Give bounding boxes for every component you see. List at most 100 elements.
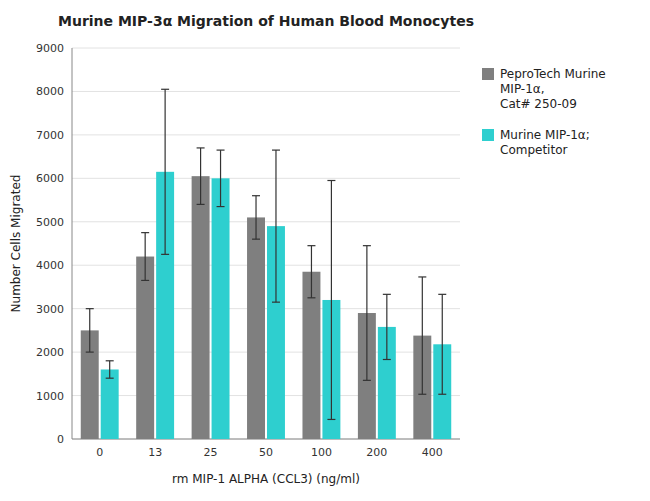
error-cap — [86, 352, 94, 353]
error-stem — [165, 89, 166, 254]
error-cap — [161, 254, 169, 255]
y-tick-label: 5000 — [36, 216, 64, 229]
error-cap — [383, 294, 391, 295]
error-cap — [217, 206, 225, 207]
error-cap — [438, 394, 446, 395]
grid-line — [72, 178, 460, 179]
y-tick-label: 6000 — [36, 172, 64, 185]
y-ticks: 0 1000 2000 3000 4000 5000 6000 7000 8000 9000 — [36, 42, 64, 446]
y-axis — [72, 48, 73, 439]
error-stem — [386, 294, 387, 359]
error-cap — [217, 149, 225, 150]
error-cap — [418, 394, 426, 395]
y-tick-label: 9000 — [36, 42, 64, 55]
grid — [72, 48, 460, 439]
marks — [81, 89, 451, 439]
error-bar — [161, 89, 169, 254]
error-cap — [252, 195, 260, 196]
bar — [247, 217, 265, 439]
x-tick-label: 50 — [259, 446, 273, 459]
bar — [212, 178, 230, 439]
error-stem — [145, 233, 146, 281]
error-bar — [252, 196, 260, 239]
error-bar — [307, 246, 315, 298]
legend-label-line: Cat# 250-09 — [500, 97, 577, 111]
bar — [192, 176, 210, 439]
legend-label-line: PeproTech Murine — [500, 67, 606, 81]
chart: 0 1000 2000 3000 4000 5000 6000 7000 8000 9000 0 13… — [0, 0, 650, 501]
error-bar — [418, 277, 426, 394]
x-tick-label: 13 — [148, 446, 162, 459]
error-stem — [220, 150, 221, 206]
bar — [136, 257, 154, 439]
bar — [101, 369, 119, 439]
error-stem — [255, 196, 256, 239]
error-cap — [307, 297, 315, 298]
legend-swatch — [482, 68, 494, 80]
error-stem — [331, 181, 332, 420]
error-bar — [272, 150, 280, 302]
error-cap — [363, 245, 371, 246]
error-cap — [141, 232, 149, 233]
error-cap — [106, 360, 114, 361]
title: Murine MIP-3α Migration of Human Blood M… — [58, 13, 474, 29]
error-stem — [89, 309, 90, 352]
error-cap — [383, 359, 391, 360]
error-cap — [86, 308, 94, 309]
error-cap — [252, 239, 260, 240]
error-stem — [200, 148, 201, 204]
y-tick-label: 8000 — [36, 85, 64, 98]
grid-line — [72, 221, 460, 222]
x-tick-label: 25 — [204, 446, 218, 459]
legend-label-line: MIP-1α, — [500, 82, 545, 96]
x-axis — [72, 439, 460, 440]
grid-line — [72, 48, 460, 49]
error-cap — [272, 302, 280, 303]
series — [101, 89, 452, 439]
error-bar — [106, 361, 114, 378]
error-stem — [422, 277, 423, 394]
legend-label: Murine MIP-1α;Competitor — [500, 128, 590, 157]
legend: PeproTech MurineMIP-1α,Cat# 250-09 Murine… — [482, 67, 606, 157]
x-axis-label: rm MIP-1 ALPHA (CCL3) (ng/ml) — [172, 472, 360, 486]
y-tick-label: 2000 — [36, 346, 64, 359]
error-stem — [109, 361, 110, 378]
error-bar — [327, 181, 335, 420]
error-cap — [106, 378, 114, 379]
grid-line — [72, 395, 460, 396]
error-cap — [272, 149, 280, 150]
legend-label: PeproTech MurineMIP-1α,Cat# 250-09 — [500, 67, 606, 111]
x-tick-label: 0 — [96, 446, 103, 459]
x-ticks: 0 13 25 50 100 200 400 — [96, 446, 443, 459]
grid-line — [72, 134, 460, 135]
x-tick-label: 400 — [422, 446, 443, 459]
series — [81, 148, 432, 439]
error-bar — [217, 150, 225, 206]
error-bar — [86, 309, 94, 352]
error-cap — [161, 89, 169, 90]
error-stem — [366, 246, 367, 381]
error-cap — [197, 147, 205, 148]
legend-swatch — [482, 129, 494, 141]
error-cap — [141, 280, 149, 281]
x-tick-label: 200 — [366, 446, 387, 459]
y-tick-label: 3000 — [36, 303, 64, 316]
error-cap — [307, 245, 315, 246]
y-axis-label: Number Cells Migrated — [9, 175, 23, 313]
grid-line — [72, 308, 460, 309]
error-cap — [363, 380, 371, 381]
error-stem — [442, 294, 443, 394]
y-tick-label: 7000 — [36, 129, 64, 142]
error-cap — [418, 276, 426, 277]
grid-line — [72, 439, 460, 440]
x-tick-label: 100 — [311, 446, 332, 459]
grid-line — [72, 265, 460, 266]
y-tick-label: 0 — [57, 433, 64, 446]
y-tick-label: 4000 — [36, 259, 64, 272]
error-cap — [438, 294, 446, 295]
legend-label-line: Competitor — [500, 143, 567, 157]
y-tick-label: 1000 — [36, 390, 64, 403]
error-stem — [311, 246, 312, 298]
grid-line — [72, 91, 460, 92]
error-cap — [327, 180, 335, 181]
